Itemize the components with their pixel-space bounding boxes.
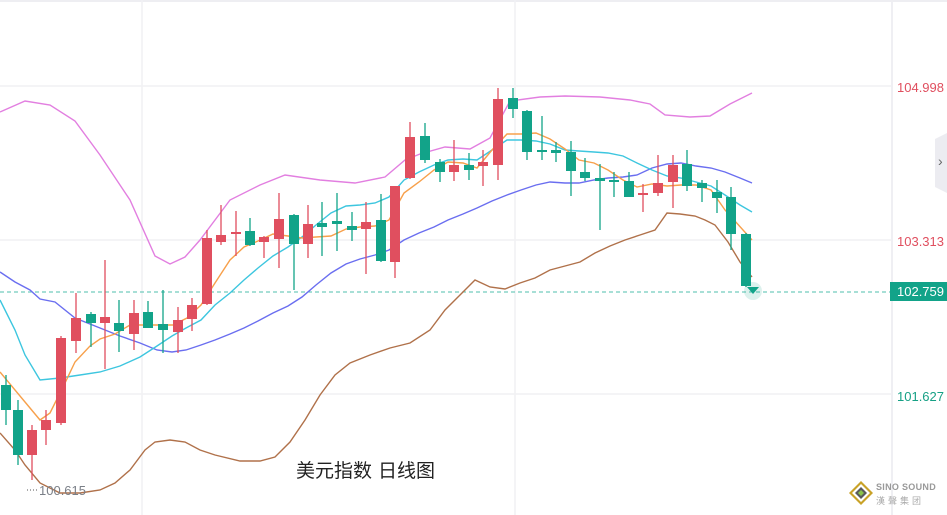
candle-body <box>27 430 37 455</box>
candle-body <box>493 99 503 165</box>
candle-body <box>158 324 168 330</box>
candle-body <box>41 420 51 430</box>
candle-body <box>317 223 327 227</box>
candle-body <box>303 224 313 244</box>
line-boll-upper <box>0 92 753 265</box>
candle-body <box>726 197 736 234</box>
line-ma5 <box>0 132 753 421</box>
candle-body <box>361 222 371 229</box>
candle-body <box>289 215 299 244</box>
candle-body <box>202 238 212 304</box>
candle-body <box>114 323 124 331</box>
candle-body <box>13 410 23 455</box>
candle-body <box>435 162 445 172</box>
candle-body <box>143 312 153 328</box>
candle-body <box>71 318 81 341</box>
candle-body <box>682 164 692 186</box>
candle-body <box>668 165 678 182</box>
expand-panel-button[interactable]: › <box>935 133 947 193</box>
diamond-logo-icon <box>849 481 873 505</box>
candle-body <box>100 317 110 323</box>
candle-body <box>274 219 284 239</box>
candlestick-chart[interactable] <box>0 0 891 515</box>
candle-body <box>231 232 241 234</box>
candle-body <box>332 221 342 224</box>
candle-body <box>390 186 400 262</box>
candle-body <box>420 136 430 160</box>
candle-body <box>245 231 255 245</box>
candle-body <box>580 172 590 178</box>
candle-body <box>86 314 96 323</box>
current-price-marker-icon <box>747 287 759 294</box>
candle-body <box>216 235 226 242</box>
candle-body <box>464 165 474 170</box>
candle-body <box>405 137 415 178</box>
candle-body <box>595 178 605 181</box>
candle-body <box>638 193 648 195</box>
candle-body <box>551 150 561 153</box>
chart-title: 美元指数 日线图 <box>296 460 436 482</box>
candle-body <box>624 181 634 197</box>
candle-body <box>1 385 11 410</box>
candle-body <box>259 237 269 242</box>
line-boll-lower <box>0 212 753 494</box>
low-price-marker: 100.615 <box>39 483 86 498</box>
candle-body <box>566 152 576 171</box>
candle-body <box>347 226 357 230</box>
candle-body <box>522 111 532 152</box>
y-axis-divider <box>891 2 893 515</box>
candle-body <box>653 183 663 193</box>
candle-body <box>187 305 197 319</box>
y-axis-label-top: 104.998 <box>897 80 944 95</box>
top-border <box>0 0 947 2</box>
y-axis-label-mid: 103.313 <box>897 234 944 249</box>
candle-body <box>376 220 386 261</box>
line-ma20 <box>0 162 753 353</box>
logo-text-en: SINO SOUND <box>876 482 937 492</box>
candle-body <box>537 150 547 152</box>
candle-body <box>478 162 488 166</box>
candle-body <box>508 98 518 109</box>
chevron-right-icon: › <box>938 153 943 169</box>
logo-text-cn: 漢聲集团 <box>876 496 925 506</box>
candle-body <box>609 180 619 182</box>
candle-body <box>173 320 183 332</box>
y-axis-label-low: 101.627 <box>897 389 944 404</box>
candle-body <box>56 338 66 423</box>
candle-body <box>741 234 751 286</box>
candle-body <box>712 192 722 198</box>
last-price-badge: 102.759 <box>890 282 947 301</box>
candle-body <box>697 183 707 188</box>
sino-sound-logo: SINO SOUND 漢聲集团 <box>848 480 944 508</box>
candle-body <box>129 313 139 334</box>
line-ma10 <box>0 139 753 381</box>
candle-body <box>449 165 459 172</box>
